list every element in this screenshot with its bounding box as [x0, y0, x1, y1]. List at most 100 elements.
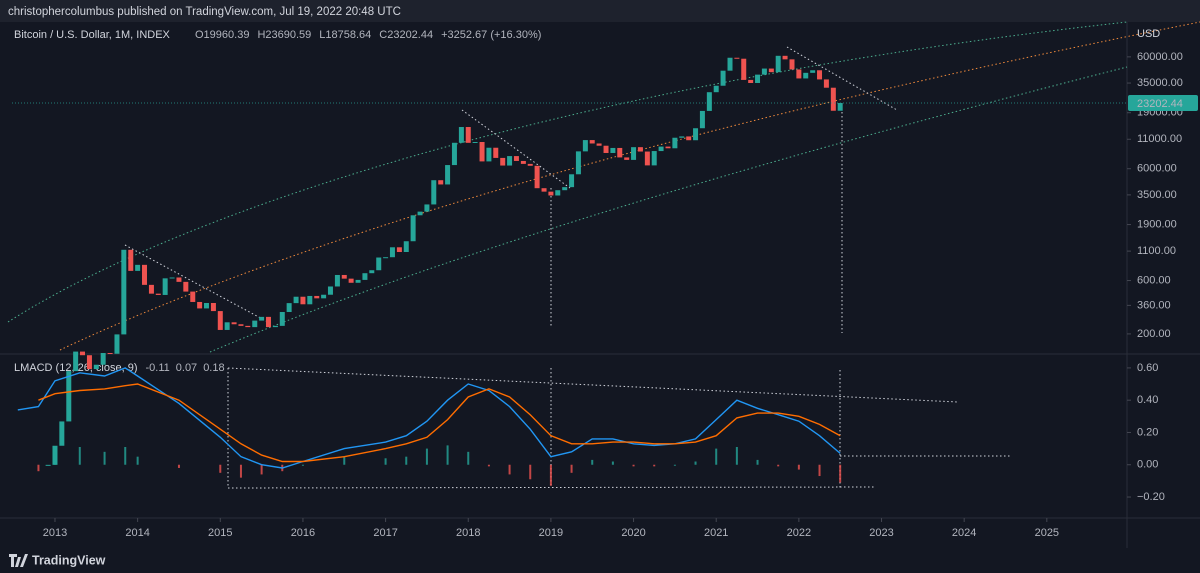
ohlc-label: C23202.44 [379, 29, 433, 41]
histogram-bar [78, 446, 81, 465]
histogram-bar [653, 464, 656, 467]
candle-body [596, 143, 602, 146]
candle-body [376, 257, 382, 271]
candle-body [252, 320, 258, 328]
candle-body [307, 295, 313, 305]
x-tick-label: 2015 [208, 527, 232, 539]
candle-body [231, 322, 237, 325]
candle-body [603, 145, 609, 153]
candle-body [699, 110, 705, 129]
symbol-title: Bitcoin / U.S. Dollar, 1M, INDEX [14, 29, 171, 41]
y-tick-label: 200.00 [1137, 328, 1171, 340]
candle-body [534, 165, 540, 189]
candle-body [59, 421, 65, 446]
candle-body [775, 55, 781, 73]
x-tick-label: 2013 [43, 527, 67, 539]
histogram-bar [37, 464, 40, 472]
candle-body [555, 190, 561, 196]
histogram-bar [694, 461, 697, 465]
candle-body [582, 140, 588, 152]
macd-line [17, 367, 841, 469]
candle-body [541, 188, 547, 192]
y-tick-label: 1100.00 [1137, 245, 1176, 257]
histogram-bar [487, 464, 490, 467]
candle-body [45, 464, 51, 466]
candle-body [458, 127, 464, 143]
x-tick-label: 2014 [125, 527, 149, 539]
candle-body [713, 85, 719, 93]
last-price-label: 23202.44 [1137, 98, 1183, 110]
candle-body [224, 322, 230, 330]
y-tick-label: 11000.00 [1137, 133, 1182, 145]
candle-body [637, 147, 643, 152]
candle-body [293, 296, 299, 304]
candle-body [548, 191, 554, 196]
y-tick-label: 360.00 [1137, 299, 1171, 311]
candle-body [403, 241, 409, 252]
candle-body [748, 79, 754, 83]
histogram-bar [136, 456, 139, 465]
histogram-bar [818, 464, 821, 477]
histogram-bar [570, 464, 573, 473]
candle-body [93, 364, 99, 370]
candle-body [803, 72, 809, 79]
candle-body [830, 87, 836, 111]
candle-body [135, 264, 141, 271]
channel-lower [209, 66, 1128, 353]
trend-line [124, 244, 269, 323]
candle-body [575, 151, 581, 175]
last-price-badge [1128, 95, 1198, 112]
candle-body [334, 274, 340, 287]
change-label: +3252.67 (+16.30%) [441, 29, 541, 41]
candle-body [321, 294, 327, 299]
candle-body [562, 187, 568, 191]
candle-body [796, 69, 802, 79]
candle-body [210, 302, 216, 312]
candle-body [513, 156, 519, 161]
candle-body [624, 157, 630, 160]
candle-body [741, 58, 747, 80]
histogram-bar [405, 456, 408, 465]
y-tick-label: −0.20 [1137, 491, 1165, 503]
candle-body [679, 136, 685, 138]
candle-body [327, 286, 333, 295]
candle-body [238, 324, 244, 326]
candle-body [162, 278, 168, 295]
candle-body [438, 180, 444, 185]
candle-body [789, 59, 795, 70]
candle-body [245, 325, 251, 328]
candle-body [417, 211, 423, 216]
trend-line [227, 486, 877, 489]
x-tick-label: 2022 [787, 527, 811, 539]
footer [0, 548, 1200, 573]
candle-body [176, 277, 182, 282]
histogram-bar [467, 451, 470, 465]
candle-body [389, 247, 395, 258]
histogram-bar [301, 464, 304, 466]
candle-body [720, 70, 726, 86]
y-tick-label: 0.40 [1137, 394, 1158, 406]
candle-body [73, 351, 79, 372]
candle-body [300, 296, 306, 305]
histogram-bar [124, 446, 127, 465]
currency: USD [1137, 28, 1160, 40]
candle-body [672, 137, 678, 149]
candle-body [369, 270, 375, 274]
candle-body [314, 295, 320, 299]
histogram-bar [508, 464, 511, 475]
candle-body [265, 316, 271, 328]
candle-body [500, 157, 506, 166]
candle-body [341, 274, 347, 279]
histogram-bar [177, 464, 180, 468]
candle-body [761, 68, 767, 75]
candle-body [279, 311, 285, 326]
candle-body [823, 79, 829, 88]
y-tick-label: 3500.00 [1137, 189, 1177, 201]
candle-body [810, 70, 816, 73]
candle-body [651, 151, 657, 166]
histogram-bar [735, 446, 738, 465]
candle-body [272, 325, 278, 328]
candle-body [362, 273, 368, 280]
